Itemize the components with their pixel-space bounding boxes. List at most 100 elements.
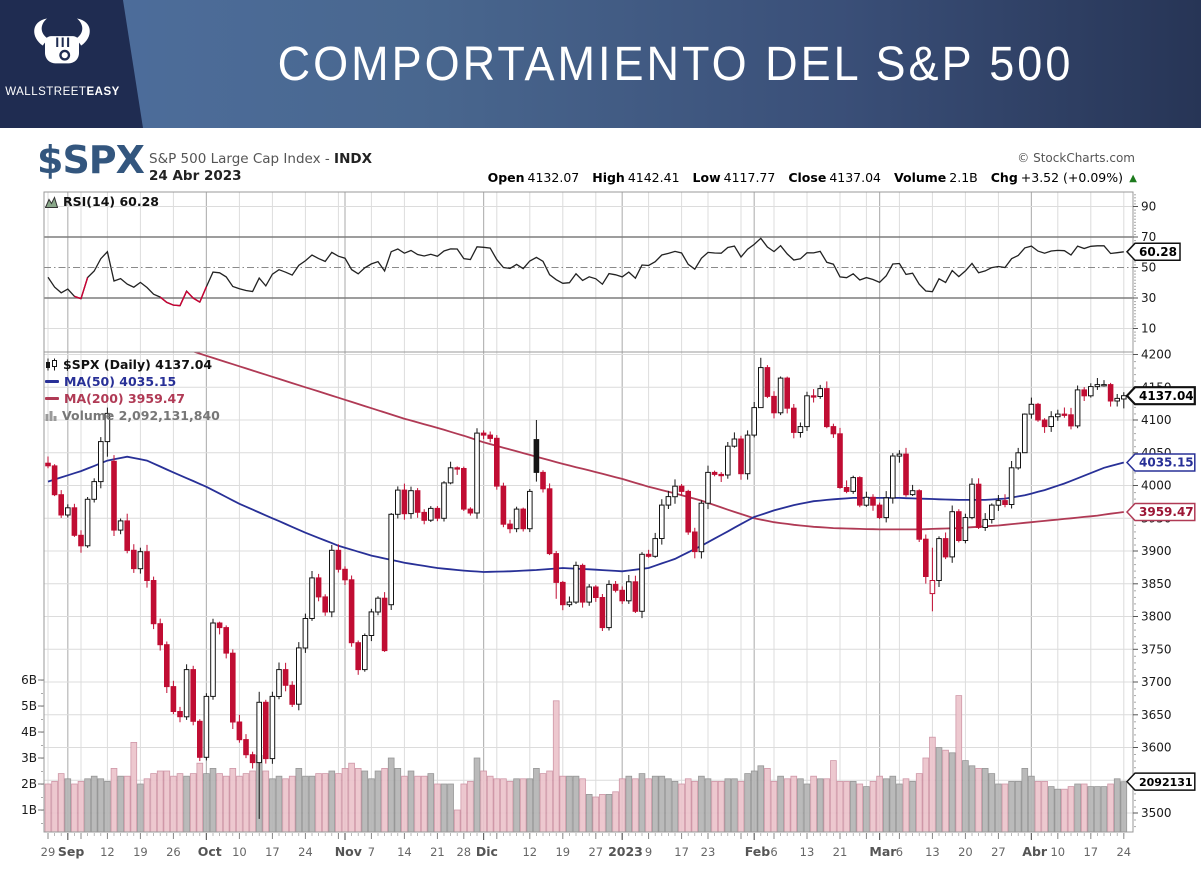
svg-text:Oct: Oct [198, 844, 222, 859]
left-axis: 6B 5B 4B 3B 2B 1B [21, 673, 44, 824]
svg-text:3B: 3B [21, 751, 37, 765]
svg-text:21: 21 [833, 845, 848, 859]
svg-text:3900: 3900 [1141, 544, 1172, 558]
brand-name: WALLSTREETEASY [5, 86, 120, 98]
svg-text:19: 19 [555, 845, 570, 859]
rsi-curve [47, 237, 1124, 307]
svg-text:9: 9 [645, 845, 652, 859]
svg-text:2023: 2023 [608, 844, 643, 859]
svg-text:Abr: Abr [1022, 844, 1048, 859]
pane-borders [43, 191, 1134, 833]
svg-text:5B: 5B [21, 699, 37, 713]
svg-text:20: 20 [958, 845, 973, 859]
svg-text:90: 90 [1141, 200, 1156, 214]
svg-text:24: 24 [1116, 845, 1131, 859]
svg-text:1B: 1B [21, 803, 37, 817]
svg-text:26: 26 [166, 845, 181, 859]
ma200-line-swatch [45, 397, 59, 400]
svg-text:3750: 3750 [1141, 643, 1172, 657]
chart-date: 24 Abr 2023 [149, 168, 242, 184]
rsi-legend: RSI(14) 60.28 [45, 194, 159, 209]
svg-text:3600: 3600 [1141, 741, 1172, 755]
svg-text:13: 13 [925, 845, 940, 859]
change-up-arrow-icon: ▲ [1129, 173, 1137, 184]
svg-text:29: 29 [41, 845, 56, 859]
ohlc-item: Chg +3.52 (+0.09%) [990, 170, 1123, 185]
brand-block: WALLSTREETEASY [0, 0, 143, 128]
svg-text:4200: 4200 [1141, 348, 1172, 362]
svg-text:3959.47: 3959.47 [1139, 505, 1194, 519]
svg-text:6B: 6B [21, 673, 37, 687]
symbol-info: S&P 500 Large Cap Index - INDX 24 Abr 20… [149, 151, 372, 185]
svg-text:10: 10 [1050, 845, 1065, 859]
svg-text:3500: 3500 [1141, 806, 1172, 820]
price-legend: $SPX (Daily) 4137.04 MA(50) 4035.15 MA(2… [45, 356, 220, 424]
ohlc-item: Low 4117.77 [692, 170, 776, 185]
svg-text:70: 70 [1141, 230, 1156, 244]
candlestick-icon [46, 358, 57, 371]
svg-text:4000: 4000 [1141, 479, 1172, 493]
svg-text:6: 6 [770, 845, 777, 859]
svg-text:2092131: 2092131 [1139, 776, 1193, 789]
ma50-line-swatch [45, 380, 59, 383]
svg-text:7: 7 [368, 845, 375, 859]
svg-text:Mar: Mar [869, 844, 897, 859]
svg-text:30: 30 [1141, 291, 1156, 305]
svg-text:6: 6 [896, 845, 903, 859]
svg-text:13: 13 [800, 845, 815, 859]
svg-text:4B: 4B [21, 725, 37, 739]
svg-text:3700: 3700 [1141, 675, 1172, 689]
svg-text:14: 14 [397, 845, 412, 859]
svg-text:4035.15: 4035.15 [1139, 456, 1194, 470]
svg-text:Sep: Sep [58, 844, 84, 859]
rsi-area-icon [45, 195, 58, 208]
legend-ma200-row: MA(200) 3959.47 [45, 390, 220, 407]
svg-text:17: 17 [265, 845, 280, 859]
svg-text:23: 23 [701, 845, 716, 859]
axis-value-boxes: 60.28 4137.04 4035.15 3959.47 2092131 [1125, 242, 1196, 791]
ticker-symbol: $SPX [37, 138, 145, 182]
legend-volume-row: Volume 2,092,131,840 [45, 407, 220, 424]
svg-text:3850: 3850 [1141, 577, 1172, 591]
ohlc-item: Open 4132.07 [487, 170, 580, 185]
vertical-gridlines [47, 192, 1125, 832]
rsi-label: RSI(14) 60.28 [63, 194, 159, 209]
page-title: COMPORTAMIENTO DEL S&P 500 [277, 35, 1074, 91]
svg-text:60.28: 60.28 [1139, 245, 1177, 259]
svg-text:24: 24 [298, 845, 313, 859]
svg-text:21: 21 [430, 845, 445, 859]
svg-text:12: 12 [522, 845, 537, 859]
ohlc-item: Volume 2.1B [894, 170, 978, 185]
svg-text:2B: 2B [21, 777, 37, 791]
svg-text:27: 27 [991, 845, 1006, 859]
svg-text:19: 19 [133, 845, 148, 859]
bull-logo-icon [34, 18, 90, 64]
svg-text:Dic: Dic [476, 844, 498, 859]
svg-text:17: 17 [1083, 845, 1098, 859]
svg-text:4100: 4100 [1141, 413, 1172, 427]
svg-text:3800: 3800 [1141, 610, 1172, 624]
date-axis: 29 Sep 12 19 26 Oct 10 17 24 Nov 7 14 21 28 Dic 12 19 27 2… [41, 833, 1131, 859]
ohlc-row: Open 4132.07 High 4142.41 Low 4117.77 Close 413… [488, 170, 1123, 185]
legend-symbol-row: $SPX (Daily) 4137.04 [45, 356, 220, 373]
legend-ma50-row: MA(50) 4035.15 [45, 373, 220, 390]
svg-text:27: 27 [588, 845, 603, 859]
ohlc-item: High 4142.41 [592, 170, 680, 185]
svg-text:Nov: Nov [335, 844, 362, 859]
svg-text:4137.04: 4137.04 [1139, 389, 1194, 403]
svg-text:12: 12 [100, 845, 115, 859]
candles [45, 357, 1127, 819]
volume-bars-icon [45, 411, 57, 421]
svg-text:17: 17 [674, 845, 689, 859]
header-banner: COMPORTAMIENTO DEL S&P 500 WALLSTREETEAS… [0, 0, 1201, 128]
svg-text:50: 50 [1141, 261, 1156, 275]
ma200-line [192, 352, 1124, 531]
svg-text:3650: 3650 [1141, 708, 1172, 722]
svg-text:10: 10 [232, 845, 247, 859]
ohlc-item: Close 4137.04 [788, 170, 882, 185]
svg-text:Feb: Feb [745, 844, 771, 859]
volume-bars [44, 695, 1128, 832]
svg-text:10: 10 [1141, 322, 1156, 336]
svg-text:28: 28 [456, 845, 471, 859]
